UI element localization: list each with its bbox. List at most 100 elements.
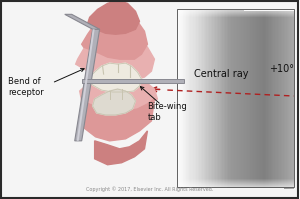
Polygon shape bbox=[177, 180, 294, 181]
Polygon shape bbox=[177, 185, 294, 186]
Polygon shape bbox=[272, 11, 274, 188]
Polygon shape bbox=[195, 10, 196, 187]
Text: +10°: +10° bbox=[269, 64, 294, 74]
Polygon shape bbox=[244, 11, 246, 188]
Polygon shape bbox=[260, 11, 262, 188]
Polygon shape bbox=[177, 182, 294, 183]
Polygon shape bbox=[275, 11, 276, 188]
Polygon shape bbox=[182, 9, 183, 187]
Polygon shape bbox=[290, 11, 291, 189]
Polygon shape bbox=[76, 31, 154, 81]
Polygon shape bbox=[192, 10, 193, 187]
Polygon shape bbox=[177, 13, 294, 14]
Text: Bite-wing
tab: Bite-wing tab bbox=[147, 102, 187, 122]
Polygon shape bbox=[291, 11, 292, 189]
Polygon shape bbox=[94, 131, 147, 165]
Polygon shape bbox=[230, 10, 231, 188]
Polygon shape bbox=[274, 11, 275, 188]
Polygon shape bbox=[177, 11, 294, 12]
Polygon shape bbox=[271, 11, 272, 188]
Polygon shape bbox=[242, 11, 243, 188]
Polygon shape bbox=[259, 11, 260, 188]
Polygon shape bbox=[181, 9, 182, 187]
Polygon shape bbox=[292, 11, 294, 189]
Polygon shape bbox=[263, 11, 265, 188]
Polygon shape bbox=[179, 9, 180, 187]
Polygon shape bbox=[279, 11, 281, 188]
Polygon shape bbox=[253, 11, 254, 188]
Polygon shape bbox=[284, 11, 285, 188]
Polygon shape bbox=[227, 10, 228, 187]
Polygon shape bbox=[196, 10, 198, 187]
Polygon shape bbox=[236, 10, 237, 188]
Polygon shape bbox=[190, 10, 192, 187]
Polygon shape bbox=[183, 9, 184, 187]
Polygon shape bbox=[221, 10, 223, 187]
Polygon shape bbox=[286, 11, 288, 189]
Polygon shape bbox=[208, 10, 209, 187]
Text: Bend of
receptor: Bend of receptor bbox=[8, 77, 44, 97]
Polygon shape bbox=[88, 0, 140, 34]
Polygon shape bbox=[180, 9, 181, 187]
Polygon shape bbox=[202, 10, 203, 187]
Polygon shape bbox=[285, 11, 286, 188]
Polygon shape bbox=[199, 10, 201, 187]
Polygon shape bbox=[182, 9, 183, 187]
Polygon shape bbox=[82, 79, 184, 83]
Polygon shape bbox=[212, 10, 214, 187]
Polygon shape bbox=[215, 10, 217, 187]
Polygon shape bbox=[177, 9, 179, 187]
Polygon shape bbox=[184, 10, 186, 187]
Polygon shape bbox=[177, 10, 294, 11]
Polygon shape bbox=[240, 10, 242, 188]
Polygon shape bbox=[246, 11, 247, 188]
Polygon shape bbox=[65, 14, 100, 29]
Polygon shape bbox=[224, 10, 225, 187]
Polygon shape bbox=[186, 10, 188, 187]
Polygon shape bbox=[177, 184, 294, 185]
Polygon shape bbox=[281, 11, 282, 188]
Polygon shape bbox=[252, 11, 253, 188]
Polygon shape bbox=[209, 10, 211, 187]
Polygon shape bbox=[228, 10, 230, 187]
Polygon shape bbox=[220, 10, 221, 187]
Polygon shape bbox=[178, 9, 179, 187]
Text: Copyright © 2017, Elsevier Inc. All Rights Reserved.: Copyright © 2017, Elsevier Inc. All Righ… bbox=[86, 187, 213, 192]
Polygon shape bbox=[268, 11, 269, 188]
Polygon shape bbox=[262, 11, 263, 188]
Polygon shape bbox=[177, 181, 294, 182]
Polygon shape bbox=[80, 77, 158, 111]
Polygon shape bbox=[214, 10, 215, 187]
Polygon shape bbox=[82, 13, 147, 59]
Polygon shape bbox=[193, 10, 195, 187]
Polygon shape bbox=[189, 10, 190, 187]
Polygon shape bbox=[198, 10, 199, 187]
Polygon shape bbox=[231, 10, 233, 188]
Text: Central ray: Central ray bbox=[194, 69, 249, 79]
Polygon shape bbox=[243, 11, 244, 188]
Polygon shape bbox=[93, 89, 136, 115]
Polygon shape bbox=[234, 10, 236, 188]
Polygon shape bbox=[254, 11, 256, 188]
Polygon shape bbox=[237, 10, 238, 188]
Polygon shape bbox=[282, 11, 284, 188]
Polygon shape bbox=[233, 10, 234, 188]
Polygon shape bbox=[179, 9, 180, 187]
Polygon shape bbox=[288, 11, 290, 189]
Polygon shape bbox=[238, 10, 240, 188]
Polygon shape bbox=[276, 11, 278, 188]
Polygon shape bbox=[265, 11, 266, 188]
Polygon shape bbox=[88, 63, 142, 92]
Polygon shape bbox=[177, 16, 294, 17]
Polygon shape bbox=[278, 11, 279, 188]
Polygon shape bbox=[187, 9, 188, 187]
Polygon shape bbox=[247, 11, 249, 188]
Polygon shape bbox=[177, 186, 294, 187]
Polygon shape bbox=[217, 10, 218, 187]
Polygon shape bbox=[203, 10, 205, 187]
Polygon shape bbox=[188, 10, 189, 187]
Polygon shape bbox=[249, 11, 250, 188]
Polygon shape bbox=[211, 10, 212, 187]
Polygon shape bbox=[177, 179, 294, 180]
Polygon shape bbox=[177, 9, 294, 10]
